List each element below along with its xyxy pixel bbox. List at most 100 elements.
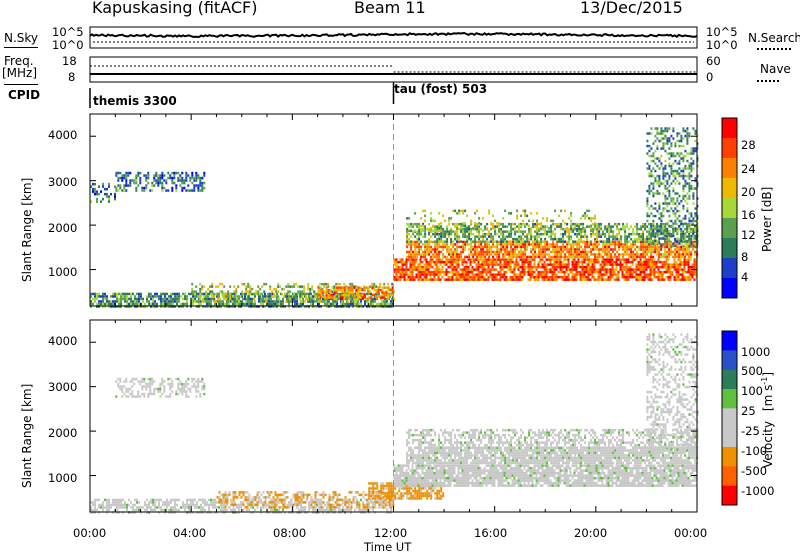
power-cell: [430, 248, 433, 251]
power-cell: [654, 239, 657, 243]
power-cell: [290, 295, 292, 298]
power-cell: [367, 288, 370, 292]
velocity-cell: [197, 377, 200, 381]
power-cell: [565, 265, 568, 269]
power-cell: [478, 243, 481, 246]
power-cell: [102, 295, 104, 298]
power-cell: [412, 250, 415, 254]
velocity-cell: [183, 385, 186, 388]
power-cell: [478, 225, 481, 228]
power-cell: [470, 232, 473, 236]
power-cell: [357, 295, 360, 298]
power-cell: [617, 270, 620, 274]
power-cell: [408, 255, 411, 259]
power-cell: [350, 297, 352, 301]
power-cell: [571, 265, 574, 269]
power-cell: [307, 282, 310, 286]
power-cell: [640, 225, 643, 228]
power-cell: [524, 225, 527, 228]
power-cell: [562, 255, 565, 259]
power-cell: [589, 278, 592, 281]
power-cell: [547, 263, 550, 266]
velocity-cell: [181, 387, 184, 391]
power-cell: [688, 187, 691, 190]
power-cell: [331, 296, 334, 299]
power-cell: [274, 300, 276, 303]
power-cell: [672, 202, 675, 205]
power-cell: [177, 179, 180, 182]
power-cell: [529, 270, 532, 274]
power-cell: [401, 263, 404, 266]
power-cell: [440, 222, 443, 225]
freq-tick-high: 18: [62, 54, 77, 68]
velocity-cell: [141, 385, 144, 388]
power-cell: [424, 240, 427, 243]
power-cell: [480, 255, 483, 259]
power-cell: [139, 181, 142, 185]
power-cell: [450, 248, 453, 251]
power-cell: [357, 297, 360, 301]
power-cell: [641, 265, 644, 269]
power-cell: [514, 250, 517, 254]
power-cell: [618, 240, 621, 244]
power-cell: [479, 258, 482, 261]
power-cell: [654, 225, 657, 228]
power-cell: [458, 253, 461, 256]
velocity-cell: [152, 501, 154, 504]
power-cell: [201, 176, 204, 180]
power-cell: [664, 245, 667, 249]
power-cell: [125, 179, 128, 182]
power-cell: [650, 182, 653, 185]
power-cell: [680, 199, 683, 203]
velocity-cell: [159, 395, 162, 398]
power-cell: [662, 167, 665, 170]
velocity-cell: [102, 508, 104, 512]
power-cell: [463, 268, 466, 271]
power-cell: [682, 177, 685, 180]
power-cell: [482, 245, 485, 249]
power-cell: [522, 230, 525, 233]
power-cell: [524, 243, 527, 246]
power-cell: [478, 237, 481, 241]
power-cell: [413, 260, 416, 264]
power-cell: [338, 295, 340, 298]
power-cell: [352, 300, 354, 303]
power-cell: [460, 240, 463, 243]
power-cell: [469, 278, 472, 281]
power-cell: [527, 270, 530, 274]
power-cell: [259, 287, 262, 291]
power-cell: [687, 263, 690, 266]
velocity-cell: [94, 508, 96, 512]
power-cell: [203, 186, 206, 190]
power-cell: [176, 292, 178, 296]
power-cell: [308, 292, 310, 296]
power-cell: [552, 240, 555, 244]
velocity-cell: [112, 503, 114, 507]
power-cell: [191, 287, 194, 291]
power-cell: [507, 258, 510, 261]
power-cell: [462, 250, 465, 254]
power-cell: [312, 295, 314, 298]
power-cell: [474, 235, 477, 238]
velocity-cell: [120, 498, 122, 502]
power-cell: [545, 275, 548, 279]
power-cell: [562, 237, 565, 241]
velocity-cell: [149, 392, 152, 396]
power-cell: [603, 270, 606, 274]
velocity-cell: [104, 498, 106, 502]
power-cell: [582, 255, 585, 259]
power-cell: [683, 265, 686, 269]
power-cell: [686, 202, 689, 205]
power-cell: [367, 297, 370, 301]
power-cell: [608, 243, 611, 246]
power-cell: [173, 176, 176, 180]
power-cell: [462, 235, 465, 238]
power-cell: [614, 255, 617, 259]
power-cell: [664, 167, 667, 170]
power-cell: [435, 273, 438, 276]
power-cell: [645, 258, 648, 261]
power-cell: [524, 209, 527, 213]
power-cell: [422, 255, 425, 259]
power-cell: [380, 297, 382, 301]
velocity-cell: [129, 392, 132, 396]
